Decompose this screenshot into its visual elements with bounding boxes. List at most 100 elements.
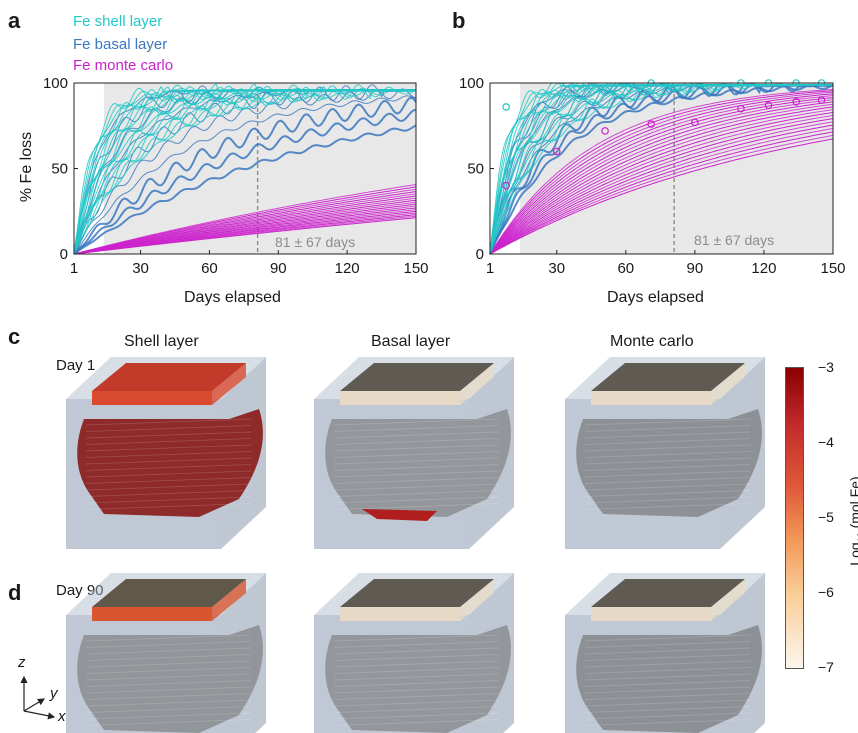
series-line-fe-monte-carlo xyxy=(489,93,834,255)
block xyxy=(565,357,765,549)
series-line-fe-monte-carlo xyxy=(489,134,834,255)
body-strata xyxy=(85,667,252,674)
marker-monte-carlo xyxy=(817,96,826,104)
series-line-fe-monte-carlo xyxy=(73,184,417,255)
body-strata xyxy=(333,438,500,445)
body-strata xyxy=(584,431,751,439)
marker-monte-carlo xyxy=(691,118,699,127)
body-strata xyxy=(333,673,500,681)
axis-icon-z: z xyxy=(18,654,26,671)
colorbar-tick: −6 xyxy=(818,584,834,600)
series-line-fe-monte-carlo xyxy=(489,118,834,255)
body-strata xyxy=(333,660,500,668)
marker-monte-carlo xyxy=(601,127,609,135)
body-strata xyxy=(584,503,751,510)
carved-body xyxy=(576,409,762,517)
series-line-fe-monte-carlo xyxy=(489,106,834,255)
body-strata xyxy=(85,699,252,707)
body-strata xyxy=(85,719,252,726)
annotation-b: 81 ± 67 days xyxy=(694,232,775,248)
basal-red-region xyxy=(362,509,437,521)
body-strata xyxy=(333,451,500,458)
colorbar-tick: −3 xyxy=(818,359,834,375)
body-strata xyxy=(584,641,751,648)
slab-side xyxy=(212,579,246,621)
series-line-fe-monte-carlo xyxy=(489,131,834,255)
body-strata xyxy=(584,464,751,471)
body-strata xyxy=(333,503,500,510)
body-strata xyxy=(333,634,500,642)
body-strata xyxy=(584,483,751,491)
body-strata xyxy=(333,712,500,720)
body-strata xyxy=(584,418,751,426)
series-line-fe-monte-carlo xyxy=(73,188,417,255)
body-strata xyxy=(333,667,500,674)
colorbar-tick: −4 xyxy=(818,434,834,450)
body-strata xyxy=(85,444,252,452)
body-strata xyxy=(584,425,751,432)
x-tick-label: 1 xyxy=(70,260,78,277)
slab-front xyxy=(340,391,460,405)
panel-letter-d: d xyxy=(8,580,22,605)
block-renderings xyxy=(66,357,765,733)
body-strata xyxy=(584,496,751,504)
body-strata xyxy=(584,667,751,674)
legend-shell-layer: Fe shell layer xyxy=(73,13,163,30)
body-strata xyxy=(333,706,500,713)
series-line-fe-monte-carlo xyxy=(489,112,834,255)
body-strata xyxy=(85,693,252,700)
body-strata xyxy=(584,477,751,484)
x-tick-label: 90 xyxy=(687,260,704,277)
column-title-monte-carlo: Monte carlo xyxy=(610,333,694,350)
body-strata xyxy=(85,438,252,445)
body-strata xyxy=(85,647,252,655)
row-label-day90: Day 90 xyxy=(56,582,104,599)
body-strata xyxy=(85,680,252,687)
series-line-fe-monte-carlo xyxy=(489,115,834,255)
slab-top xyxy=(92,579,246,607)
body-strata xyxy=(333,496,500,504)
series-line-fe-monte-carlo xyxy=(489,124,834,255)
body-strata xyxy=(584,634,751,642)
column-title-basal: Basal layer xyxy=(371,333,451,350)
series-line-fe-monte-carlo xyxy=(489,138,834,255)
x-tick-label: 60 xyxy=(617,260,634,277)
slab-top xyxy=(340,363,494,391)
body-strata xyxy=(85,418,252,426)
body-strata xyxy=(333,444,500,452)
colorbar-tick: −5 xyxy=(818,509,834,525)
slab-front xyxy=(92,607,212,621)
panel-letter-c: c xyxy=(8,324,21,349)
body-strata xyxy=(584,706,751,713)
slab-front xyxy=(340,607,460,621)
body-strata xyxy=(85,673,252,681)
colorbar xyxy=(785,367,804,669)
body-strata xyxy=(584,686,751,694)
slab-side xyxy=(212,363,246,405)
series-line-fe-monte-carlo xyxy=(489,103,834,255)
body-strata xyxy=(584,490,751,497)
body-strata xyxy=(584,673,751,681)
marker-monte-carlo xyxy=(764,101,773,110)
row-label-day1: Day 1 xyxy=(56,357,96,374)
colorbar-tick: −7 xyxy=(818,659,834,675)
series-line-fe-shell-layer xyxy=(73,85,416,255)
colorbar-label: Log10 (mol Fe) xyxy=(847,446,858,596)
marker-monte-carlo xyxy=(552,147,561,156)
x-tick-label: 150 xyxy=(403,260,428,277)
body-strata xyxy=(333,699,500,707)
series-line-fe-basal-layer xyxy=(73,124,417,255)
block xyxy=(314,357,514,549)
body-strata xyxy=(584,438,751,445)
body-strata xyxy=(85,457,252,465)
body-strata xyxy=(584,444,751,452)
slab-top xyxy=(340,579,494,607)
y-tick-label: 0 xyxy=(60,246,68,263)
series-line-fe-monte-carlo xyxy=(489,101,834,255)
series-line-fe-monte-carlo xyxy=(489,121,834,255)
block xyxy=(314,573,514,733)
series-line-fe-shell-layer xyxy=(489,82,833,255)
carved-body xyxy=(325,625,511,733)
slab-side xyxy=(711,363,745,405)
x-tick-label: 30 xyxy=(548,260,565,277)
